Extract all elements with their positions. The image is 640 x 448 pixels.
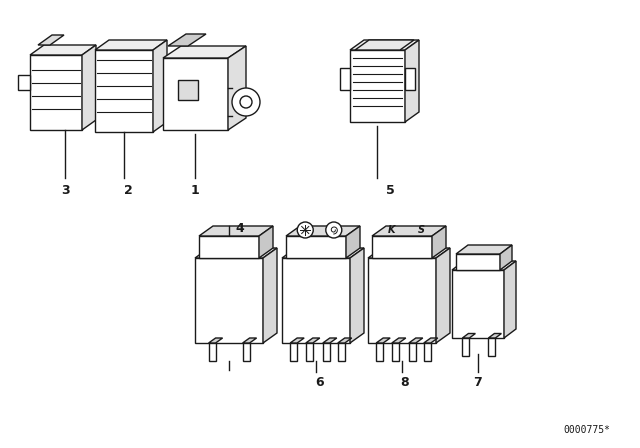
Polygon shape: [368, 258, 436, 343]
Polygon shape: [372, 236, 432, 258]
Polygon shape: [338, 343, 345, 361]
Circle shape: [326, 222, 342, 238]
Polygon shape: [424, 338, 438, 343]
Polygon shape: [38, 35, 64, 45]
Text: 4: 4: [236, 221, 244, 234]
Polygon shape: [350, 40, 419, 50]
Text: 3: 3: [61, 184, 69, 197]
Polygon shape: [350, 50, 405, 122]
Text: 5: 5: [386, 184, 394, 197]
Polygon shape: [376, 338, 390, 343]
Polygon shape: [436, 248, 450, 343]
Text: 0000775*: 0000775*: [563, 425, 610, 435]
Polygon shape: [392, 343, 399, 361]
Circle shape: [232, 88, 260, 116]
Polygon shape: [323, 343, 330, 361]
Polygon shape: [209, 343, 216, 361]
Polygon shape: [168, 34, 206, 46]
Polygon shape: [95, 40, 167, 50]
Polygon shape: [243, 338, 257, 343]
Polygon shape: [346, 226, 360, 258]
Polygon shape: [409, 338, 423, 343]
Polygon shape: [282, 248, 364, 258]
Polygon shape: [199, 226, 273, 236]
Polygon shape: [209, 338, 223, 343]
Text: 8: 8: [401, 375, 410, 388]
Polygon shape: [368, 248, 450, 258]
Polygon shape: [199, 236, 259, 258]
Polygon shape: [462, 338, 469, 356]
Polygon shape: [405, 68, 415, 90]
Polygon shape: [392, 338, 406, 343]
Text: S: S: [418, 225, 425, 235]
Polygon shape: [18, 75, 30, 90]
Polygon shape: [306, 343, 313, 361]
Polygon shape: [153, 40, 167, 132]
Polygon shape: [195, 248, 277, 258]
Polygon shape: [323, 338, 337, 343]
Polygon shape: [178, 80, 198, 100]
Polygon shape: [405, 40, 419, 122]
Polygon shape: [456, 245, 512, 254]
Polygon shape: [163, 58, 228, 130]
Polygon shape: [306, 338, 320, 343]
Polygon shape: [488, 333, 501, 338]
Polygon shape: [163, 46, 246, 58]
Polygon shape: [462, 333, 476, 338]
Polygon shape: [409, 343, 416, 361]
Text: 2: 2: [124, 184, 132, 197]
Polygon shape: [432, 226, 446, 258]
Text: 7: 7: [474, 375, 483, 388]
Polygon shape: [376, 343, 383, 361]
Polygon shape: [290, 338, 304, 343]
Polygon shape: [243, 343, 250, 361]
Polygon shape: [500, 245, 512, 270]
Text: 6: 6: [316, 375, 324, 388]
Polygon shape: [259, 226, 273, 258]
Polygon shape: [452, 261, 516, 270]
Polygon shape: [452, 270, 504, 338]
Polygon shape: [290, 343, 297, 361]
Circle shape: [297, 222, 313, 238]
Text: K: K: [387, 225, 395, 235]
Polygon shape: [286, 226, 360, 236]
Polygon shape: [286, 236, 346, 258]
Polygon shape: [456, 254, 500, 270]
Circle shape: [240, 96, 252, 108]
Polygon shape: [263, 248, 277, 343]
Polygon shape: [228, 46, 246, 130]
Polygon shape: [355, 40, 414, 50]
Polygon shape: [82, 45, 96, 130]
Polygon shape: [350, 248, 364, 343]
Polygon shape: [504, 261, 516, 338]
Polygon shape: [30, 55, 82, 130]
Polygon shape: [30, 45, 96, 55]
Polygon shape: [282, 258, 350, 343]
Polygon shape: [95, 50, 153, 132]
Polygon shape: [195, 258, 263, 343]
Polygon shape: [372, 226, 446, 236]
Polygon shape: [424, 343, 431, 361]
Polygon shape: [488, 338, 495, 356]
Polygon shape: [338, 338, 352, 343]
Polygon shape: [340, 68, 350, 90]
Text: 1: 1: [191, 184, 200, 197]
